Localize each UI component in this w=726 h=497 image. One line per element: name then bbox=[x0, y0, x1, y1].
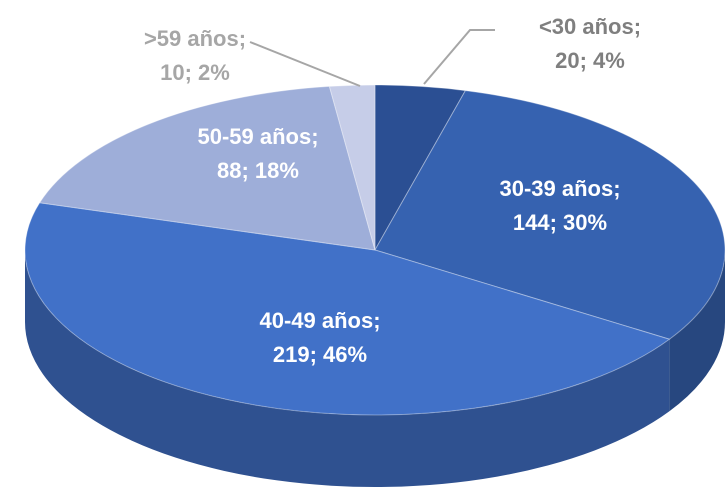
leader-line bbox=[249, 41, 361, 87]
data-label: 20; 4% bbox=[555, 48, 625, 73]
data-label: 88; 18% bbox=[217, 158, 299, 183]
pie: <30 años; 20; 4% 30-39 años; 144; 30% 40-49 … bbox=[24, 14, 726, 487]
slice-side bbox=[669, 250, 725, 412]
leader-line bbox=[423, 29, 495, 85]
data-label-category: >59 años; bbox=[144, 26, 246, 51]
slice bbox=[374, 90, 726, 340]
data-label-category: 40-49 años; bbox=[259, 308, 380, 333]
slice-side bbox=[24, 250, 670, 487]
slice bbox=[328, 84, 376, 251]
slice bbox=[38, 85, 376, 251]
data-label: 144; 30% bbox=[513, 210, 607, 235]
slice bbox=[24, 202, 671, 416]
data-label-category: <30 años; bbox=[539, 14, 641, 39]
slice bbox=[374, 84, 467, 252]
data-label-category: 50-59 años; bbox=[197, 124, 318, 149]
data-label: 10; 2% bbox=[160, 60, 230, 85]
data-label: 219; 46% bbox=[273, 342, 367, 367]
data-label-category: 30-39 años; bbox=[499, 176, 620, 201]
